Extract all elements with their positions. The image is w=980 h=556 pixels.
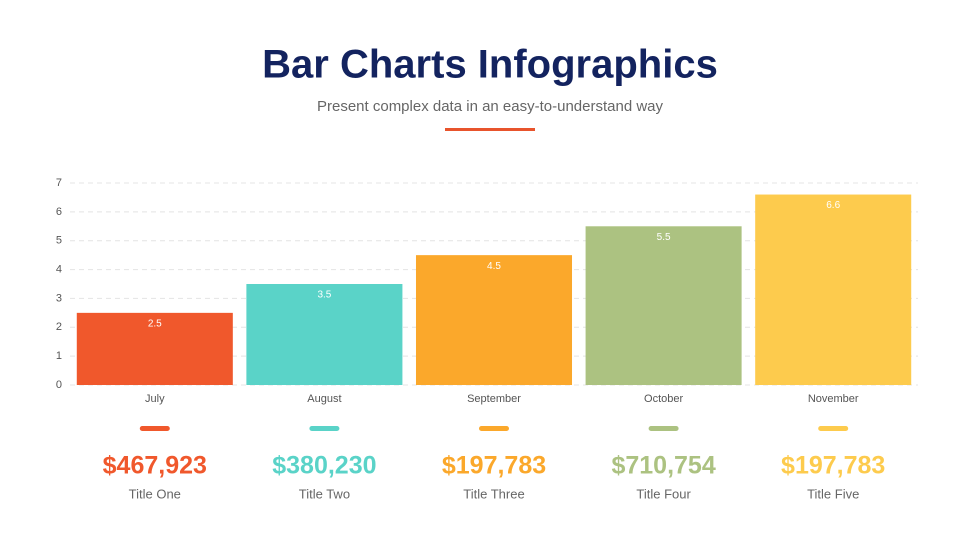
title-underline — [445, 128, 535, 131]
data-label: 3.5 — [317, 290, 331, 301]
card-label: Title Two — [299, 486, 350, 501]
y-tick-label: 0 — [56, 379, 62, 391]
data-label: 4.5 — [487, 261, 501, 272]
card-dash — [818, 426, 849, 431]
x-tick-label: July — [145, 393, 165, 405]
bar — [755, 194, 912, 385]
card-dash — [479, 426, 509, 431]
card-label: Title Five — [807, 486, 859, 501]
card-label: Title Four — [636, 486, 691, 501]
y-tick-label: 2 — [56, 321, 62, 333]
bar — [76, 312, 233, 385]
x-tick-label: November — [808, 393, 859, 405]
y-tick-label: 1 — [56, 350, 62, 362]
y-tick-label: 5 — [56, 235, 62, 247]
x-tick-label: September — [467, 393, 521, 405]
card-label: Title One — [129, 486, 181, 501]
y-tick-label: 7 — [56, 177, 62, 189]
card-dash — [139, 426, 170, 431]
data-label: 2.5 — [148, 318, 162, 329]
y-tick-label: 4 — [56, 263, 62, 275]
data-label: 5.5 — [657, 232, 671, 243]
chart-title: Bar Charts Infographics — [262, 43, 718, 87]
card-amount: $197,783 — [442, 452, 546, 480]
bar — [585, 226, 742, 385]
bar — [246, 284, 403, 385]
card-amount: $710,754 — [611, 452, 715, 480]
card-label: Title Three — [463, 486, 524, 501]
card-amount: $197,783 — [781, 452, 885, 480]
y-tick-label: 3 — [56, 292, 62, 304]
data-label: 6.6 — [826, 200, 840, 211]
bar — [415, 255, 573, 385]
card-amount: $467,923 — [103, 452, 207, 480]
x-tick-label: October — [644, 393, 683, 405]
card-dash — [309, 426, 340, 431]
chart-subtitle: Present complex data in an easy-to-under… — [317, 98, 664, 115]
y-tick-label: 6 — [56, 206, 62, 218]
card-amount: $380,230 — [272, 452, 376, 480]
x-tick-label: August — [307, 393, 341, 405]
card-dash — [648, 426, 679, 431]
